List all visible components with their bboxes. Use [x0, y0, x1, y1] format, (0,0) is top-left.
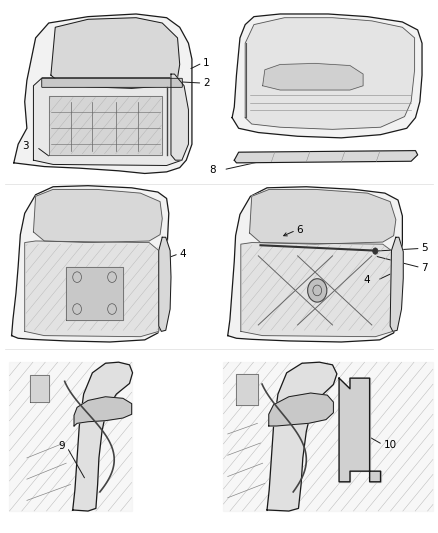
Polygon shape	[237, 374, 258, 405]
Polygon shape	[171, 74, 188, 160]
Polygon shape	[228, 187, 403, 342]
Polygon shape	[267, 362, 337, 511]
Polygon shape	[159, 237, 171, 332]
Text: 8: 8	[209, 165, 215, 175]
Text: 1: 1	[203, 58, 210, 68]
Polygon shape	[234, 151, 418, 163]
Polygon shape	[241, 243, 393, 337]
Polygon shape	[250, 189, 396, 244]
Polygon shape	[263, 63, 363, 90]
Text: 2: 2	[203, 78, 210, 88]
Polygon shape	[14, 14, 192, 173]
Text: 10: 10	[384, 440, 397, 450]
Polygon shape	[223, 362, 433, 511]
Polygon shape	[10, 362, 132, 511]
FancyBboxPatch shape	[42, 78, 182, 87]
Polygon shape	[25, 241, 159, 337]
Text: 6: 6	[297, 225, 304, 236]
Polygon shape	[74, 397, 132, 426]
Polygon shape	[269, 393, 333, 426]
Polygon shape	[33, 189, 162, 243]
Polygon shape	[390, 237, 403, 332]
Polygon shape	[51, 18, 180, 88]
Polygon shape	[73, 362, 133, 511]
Text: 9: 9	[59, 441, 65, 451]
Circle shape	[307, 279, 327, 302]
Polygon shape	[12, 185, 169, 342]
Polygon shape	[245, 18, 415, 130]
Circle shape	[373, 248, 378, 254]
Polygon shape	[232, 14, 422, 138]
Text: 4: 4	[180, 249, 186, 259]
Text: 3: 3	[22, 141, 29, 151]
Polygon shape	[30, 375, 49, 402]
Text: 7: 7	[422, 263, 428, 272]
Polygon shape	[49, 96, 162, 155]
Polygon shape	[66, 266, 123, 320]
Polygon shape	[33, 78, 182, 165]
Polygon shape	[339, 378, 381, 482]
Text: 4: 4	[364, 276, 370, 285]
Text: 5: 5	[422, 244, 428, 253]
